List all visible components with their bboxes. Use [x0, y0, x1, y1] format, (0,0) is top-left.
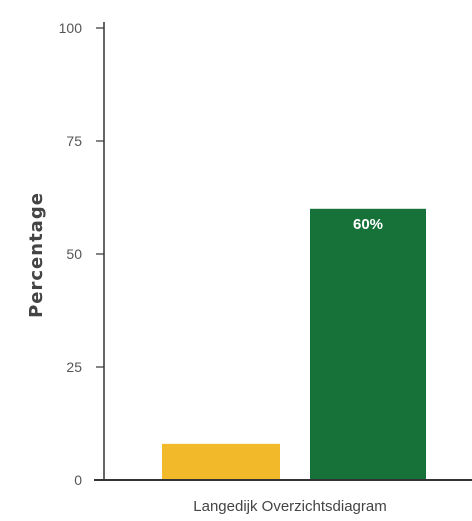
bar — [162, 443, 280, 480]
y-tick-label: 0 — [74, 472, 82, 488]
x-category-label: Langedijk Overzichtsdiagram — [193, 498, 386, 515]
y-tick-label: 50 — [66, 246, 82, 262]
bar-data-label: 60% — [353, 216, 383, 233]
y-axis: 0 25 50 75 100 — [59, 20, 104, 488]
bar — [310, 208, 426, 481]
y-tick-label: 75 — [66, 133, 82, 149]
y-tick-label: 100 — [59, 20, 83, 36]
y-tick-label: 25 — [66, 359, 82, 375]
y-axis-title: Percentage — [26, 192, 47, 318]
data-labels-group: 60% — [353, 216, 383, 233]
bars-group — [162, 208, 426, 481]
